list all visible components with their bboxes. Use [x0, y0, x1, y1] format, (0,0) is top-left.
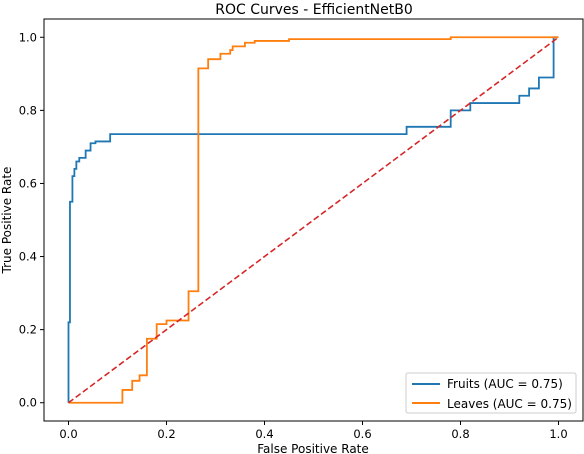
- x-tick-label: 0.2: [157, 427, 175, 441]
- x-tick-label: 0.0: [59, 427, 77, 441]
- y-axis-label: True Positive Rate: [0, 167, 14, 275]
- x-tick-label: 0.6: [353, 427, 371, 441]
- x-tick-label: 1.0: [549, 427, 567, 441]
- chart-title: ROC Curves - EfficientNetB0: [215, 2, 413, 18]
- y-tick-label: 0.0: [19, 396, 37, 410]
- legend: Fruits (AUC = 0.75) Leaves (AUC = 0.75): [405, 372, 577, 414]
- x-tick-label: 0.8: [451, 427, 469, 441]
- y-tick-label: 0.2: [19, 323, 37, 337]
- y-tick-label: 0.6: [19, 176, 37, 190]
- legend-label-leaves: Leaves (AUC = 0.75): [447, 397, 572, 411]
- y-tick-label: 1.0: [19, 30, 37, 44]
- y-tick-label: 0.8: [19, 103, 37, 117]
- fruits-roc-line: [67, 36, 559, 403]
- axis-ticks: 0.0 0.2 0.4 0.6 0.8 1.0 0.0 0.2 0.4 0.6 0.8 1.0: [19, 30, 568, 441]
- x-axis-label: False Positive Rate: [257, 442, 369, 454]
- series-layer: [67, 36, 559, 404]
- x-tick-label: 0.4: [255, 427, 273, 441]
- chance-diagonal-line: [68, 36, 559, 404]
- legend-box: [405, 372, 577, 414]
- y-tick-label: 0.4: [19, 250, 37, 264]
- legend-label-fruits: Fruits (AUC = 0.75): [447, 377, 563, 391]
- leaves-roc-line: [68, 36, 559, 404]
